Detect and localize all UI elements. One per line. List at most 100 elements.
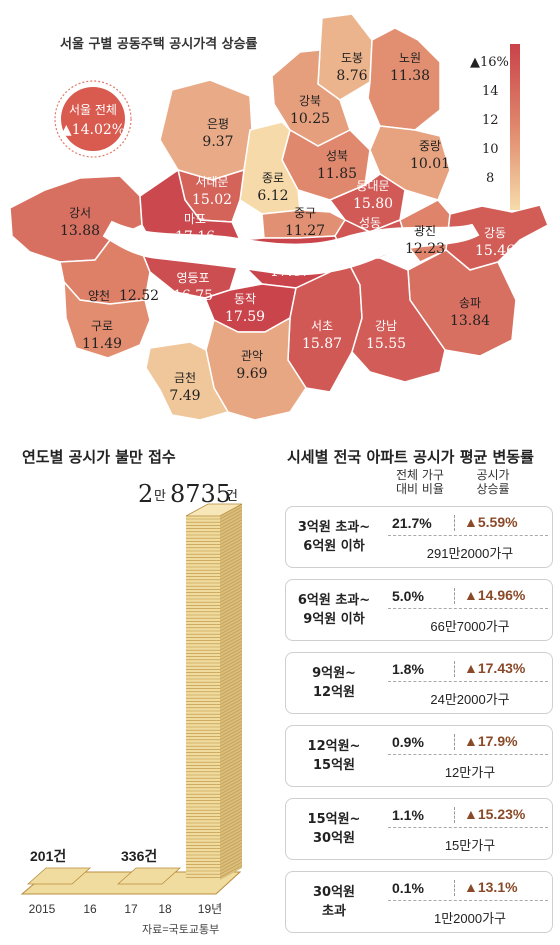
district-value-7: 15.02	[192, 192, 232, 208]
district-value-23: 9.69	[236, 366, 267, 382]
band-label-line2: 30억원	[312, 831, 355, 846]
price-band-row: 3억원 초과~ 6억원 이하 21.7% ▲5.59% 291만2000가구	[285, 506, 553, 568]
district-name-12: 성동	[359, 216, 381, 230]
band-rise: ▲13.1%	[464, 879, 518, 895]
district-value-18: 17.59	[225, 309, 265, 325]
district-name-21: 서초	[311, 319, 333, 333]
band-households: 291만2000가구	[426, 546, 514, 561]
district-value-9: 13.88	[60, 223, 100, 239]
han-river	[102, 220, 480, 276]
district-value-16: 12.52	[119, 288, 159, 304]
band-divider	[388, 681, 548, 682]
band-label-line2: 9억원 이하	[303, 612, 365, 627]
band-label-line1: 30억원	[312, 885, 355, 900]
district-value-0: 8.76	[336, 68, 367, 84]
band-rise: ▲14.96%	[464, 587, 526, 603]
price-band-row: 6억원 초과~ 9억원 이하 5.0% ▲14.96% 66만7000가구	[285, 579, 553, 641]
band-separator	[454, 807, 455, 823]
x-tick-19: 19년	[198, 902, 222, 916]
bar-slab-17	[116, 867, 182, 885]
band-label-line1: 9억원~	[312, 666, 356, 681]
district-value-11: 11.27	[285, 223, 325, 239]
band-label: 9억원~ 12억원	[286, 653, 382, 713]
x-tick-18: 18	[158, 902, 172, 916]
band-label-line1: 6억원 초과~	[297, 593, 371, 608]
band-households: 24만2000가구	[430, 692, 510, 707]
price-band-row: 15억원~ 30억원 1.1% ▲15.23% 15만가구	[285, 798, 553, 860]
district-value-5: 10.01	[410, 156, 450, 172]
x-tick-16: 16	[83, 902, 97, 916]
district-name-18: 동작	[234, 292, 256, 306]
band-households: 1만2000가구	[433, 911, 507, 926]
district-name-14: 강동	[484, 226, 506, 240]
band-divider	[388, 754, 548, 755]
district-value-2: 10.25	[290, 111, 330, 127]
band-separator	[454, 588, 455, 604]
col-head-rise-line2: 상승률	[476, 482, 510, 496]
district-value-1: 11.38	[390, 68, 430, 84]
price-band-row: 9억원~ 12억원 1.8% ▲17.43% 24만2000가구	[285, 652, 553, 714]
complaints-svg: 2 만 8735 건 201건 336건 2015 16 17 18 19년 자…	[20, 480, 243, 936]
district-name-4: 성북	[326, 149, 348, 163]
band-label: 3억원 초과~ 6억원 이하	[286, 507, 382, 567]
band-separator	[454, 661, 455, 677]
seoul-total-value: ▲14.02%	[61, 122, 125, 138]
col-head-share-line1: 전체 가구	[396, 468, 444, 482]
x-tick-17: 17	[124, 902, 138, 916]
col-head-rise: 공시가 상승률	[463, 468, 523, 496]
band-households: 12만가구	[444, 765, 496, 780]
district-name-5: 중랑	[419, 139, 441, 153]
district-20	[63, 279, 151, 359]
district-value-4: 11.85	[317, 166, 357, 182]
district-value-8: 15.80	[353, 196, 393, 212]
district-name-8: 동대문	[356, 179, 389, 193]
district-name-22: 강남	[375, 319, 397, 333]
district-name-20: 구로	[91, 319, 113, 333]
band-label: 30억원 초과	[286, 872, 382, 932]
band-label-line1: 12억원~	[307, 739, 361, 754]
col-head-rise-line1: 공시가	[476, 468, 510, 482]
band-label-line2: 12억원	[312, 685, 355, 700]
complaints-marks	[20, 503, 243, 895]
district-name-9: 강서	[69, 206, 91, 220]
district-name-15: 용산	[279, 247, 301, 261]
band-separator	[454, 734, 455, 750]
legend-tick-8: 8	[486, 171, 494, 186]
big-count-number: 8735	[170, 480, 231, 508]
band-divider	[388, 827, 548, 828]
band-households: 15만가구	[444, 838, 496, 853]
district-value-21: 15.87	[302, 336, 342, 352]
bar-slab-2015	[26, 867, 92, 885]
district-name-16: 양천	[88, 288, 110, 303]
district-22	[344, 257, 446, 383]
district-value-10: 17.16	[175, 229, 215, 245]
district-value-19: 13.84	[450, 313, 490, 329]
band-rise: ▲17.43%	[464, 660, 526, 676]
district-name-24: 금천	[174, 370, 196, 385]
district-name-7: 서대문	[195, 175, 228, 189]
bar-label-2015: 201건	[30, 848, 66, 864]
legend-tick-16: ▲16%	[470, 55, 509, 70]
district-value-12: 16.11	[350, 233, 390, 249]
band-households: 66만7000가구	[430, 619, 510, 634]
district-value-20: 11.49	[82, 336, 122, 352]
district-value-13: 12.23	[405, 241, 445, 257]
big-count-unit: 건	[226, 489, 238, 504]
district-name-13: 광진	[414, 224, 436, 238]
source-note: 자료=국토교통부	[142, 923, 219, 936]
seoul-map: 도봉 8.76 노원 11.38 강북 10.25 은평 9.37 성북 11.85 중랑 10.01…	[9, 13, 549, 421]
band-divider	[388, 900, 548, 901]
complaints-chart: 연도별 공시가 불만 접수 2 만 8735 건 201건 336건 2015 …	[0, 436, 270, 945]
band-rise: ▲15.23%	[464, 806, 526, 822]
band-label: 15억원~ 30억원	[286, 799, 382, 859]
band-label-line2: 15억원	[312, 758, 355, 773]
band-share: 1.8%	[392, 661, 424, 677]
band-label: 6억원 초과~ 9억원 이하	[286, 580, 382, 640]
district-name-0: 도봉	[341, 51, 363, 65]
district-name-11: 중구	[294, 206, 316, 220]
band-rise: ▲17.9%	[464, 733, 518, 749]
legend-gradient-bar	[510, 44, 520, 210]
district-value-3: 9.37	[202, 134, 233, 150]
district-name-19: 송파	[459, 296, 481, 310]
band-share: 21.7%	[392, 515, 432, 531]
